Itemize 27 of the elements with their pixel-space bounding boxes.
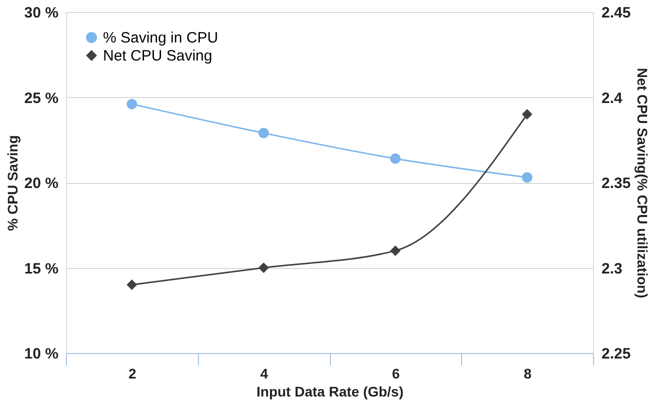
x-tick-label: 8 [524,366,532,382]
point [390,153,401,164]
point [258,262,269,273]
y-tick-label: 25 % [24,90,58,107]
point [390,245,401,256]
x-tick-label: 6 [392,366,400,382]
point [126,280,138,290]
y2-axis-title: Net CPU Saving(% CPU utilization) [634,68,651,298]
y2-tick-label: 2.25 [602,346,631,362]
point [258,128,269,138]
x-tick-label: 2 [128,366,136,382]
point [522,109,532,120]
y2-tick-label: 2.45 [602,4,631,22]
x-tick-label: 4 [260,366,268,382]
y-axis-title: % CPU Saving [4,135,20,231]
legend-label: Net CPU Saving [103,48,212,64]
x-axis-title: Input Data Rate (Gb/s) [256,384,404,400]
y-tick-label: 15 % [24,260,58,278]
y2-tick-label: 2.35 [602,175,631,192]
legend-label: % Saving in CPU [103,30,218,46]
y-tick-label: 20 % [24,175,58,192]
y-tick-label: 30 % [24,4,58,22]
point [126,98,138,110]
y2-tick-label: 2.3 [602,260,622,278]
point [522,172,532,183]
y2-tick-label: 2.4 [602,90,624,107]
y-tick-label: 10 % [24,346,58,362]
